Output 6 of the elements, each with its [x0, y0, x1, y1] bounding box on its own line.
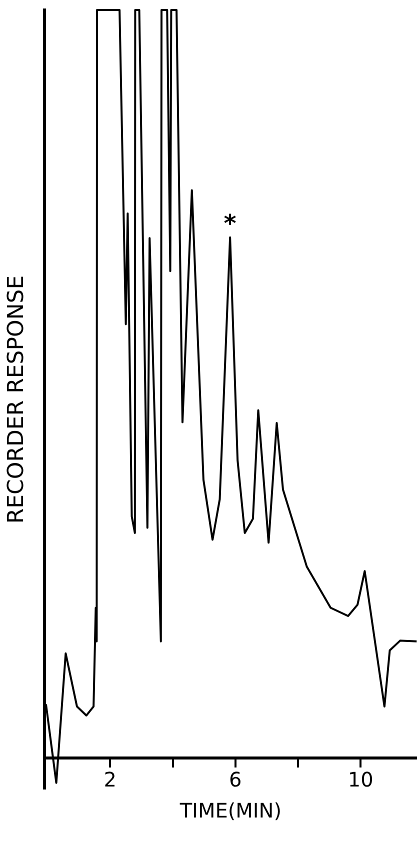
annotation: * — [224, 210, 237, 238]
x-tick-label: 2 — [104, 767, 117, 792]
x-tick-label: 10 — [348, 767, 374, 792]
x-tick-label: 6 — [229, 767, 242, 792]
y-axis-title: RECORDER RESPONSE — [4, 275, 29, 524]
x-axis-title: TIME(MIN) — [178, 798, 282, 822]
